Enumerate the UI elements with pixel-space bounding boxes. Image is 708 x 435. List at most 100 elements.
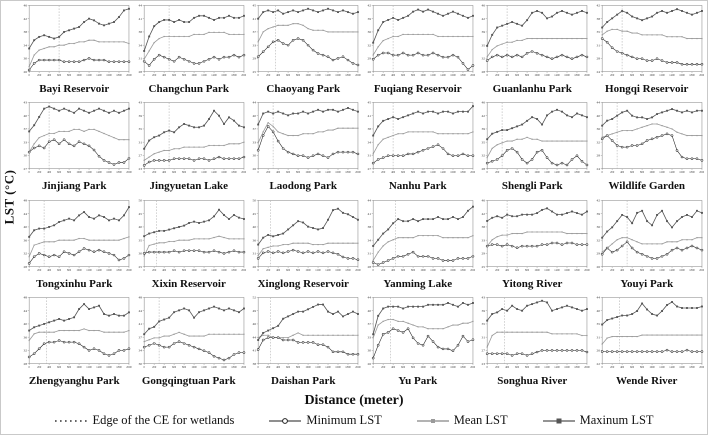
svg-text:600: 600 <box>286 171 291 174</box>
svg-text:29: 29 <box>367 57 371 61</box>
svg-text:800: 800 <box>640 269 645 272</box>
svg-text:1800: 1800 <box>689 269 695 272</box>
svg-text:1000: 1000 <box>420 74 426 77</box>
svg-text:40: 40 <box>138 225 142 229</box>
svg-text:1800: 1800 <box>345 269 351 272</box>
svg-text:800: 800 <box>411 366 416 369</box>
chart-plot: 23 27 31 35 39 43 0 200 400 600 800 1000 1200 1400 160… <box>138 101 246 174</box>
svg-text:800: 800 <box>640 366 645 369</box>
circle-marker-line-icon <box>268 416 302 426</box>
svg-text:800: 800 <box>411 171 416 174</box>
svg-text:800: 800 <box>411 269 416 272</box>
chart-plot: 25 29 33 38 42 46 0 200 400 600 800 1000 1200 1400 160… <box>481 198 589 271</box>
svg-text:38: 38 <box>367 225 371 229</box>
svg-text:1200: 1200 <box>201 366 207 369</box>
svg-text:1800: 1800 <box>689 366 695 369</box>
svg-text:1000: 1000 <box>76 366 82 369</box>
chart-title: Chaoyang Park <box>266 83 341 95</box>
svg-text:400: 400 <box>620 269 625 272</box>
svg-text:34: 34 <box>138 348 142 352</box>
svg-text:1400: 1400 <box>440 366 446 369</box>
svg-text:400: 400 <box>391 74 396 77</box>
svg-text:1200: 1200 <box>86 366 92 369</box>
y-axis-label: LST (°C) <box>1 169 16 224</box>
svg-text:1200: 1200 <box>544 171 550 174</box>
svg-text:28: 28 <box>23 362 27 366</box>
svg-text:600: 600 <box>57 74 62 77</box>
svg-text:46: 46 <box>481 198 485 202</box>
chart-plot: 26 29 32 36 39 42 0 200 400 600 800 1000 1200 1400 160… <box>367 4 475 77</box>
svg-text:40: 40 <box>596 309 600 313</box>
svg-text:36: 36 <box>23 238 27 242</box>
svg-text:28: 28 <box>596 57 600 61</box>
legend: Edge of the CE for wetlands Minimum LST … <box>1 409 707 434</box>
figure-main: LST (°C) 26 30 34 38 42 46 0 200 400 600 800 1000 12… <box>1 1 707 392</box>
svg-text:1000: 1000 <box>191 269 197 272</box>
svg-text:400: 400 <box>162 366 167 369</box>
chart-title: Xixin Reservoir <box>151 277 226 290</box>
svg-text:1600: 1600 <box>679 366 685 369</box>
svg-text:43: 43 <box>138 101 142 105</box>
svg-text:44: 44 <box>138 4 142 8</box>
svg-text:33: 33 <box>252 141 256 145</box>
svg-text:1400: 1400 <box>325 171 331 174</box>
svg-text:31: 31 <box>367 251 371 255</box>
svg-text:1200: 1200 <box>659 269 665 272</box>
chart-cell: 28 32 35 39 42 46 0 200 400 600 800 1000 1200 1400 160… <box>475 3 589 100</box>
chart-cell: 24 28 32 36 40 44 0 200 400 600 800 1000 1200 1400 160… <box>590 100 704 197</box>
square-marker-line-icon <box>542 416 576 426</box>
svg-text:1200: 1200 <box>315 74 321 77</box>
svg-text:1600: 1600 <box>106 366 112 369</box>
svg-text:0: 0 <box>257 269 259 272</box>
chart-cell: 24 28 31 35 38 42 0 200 400 600 800 1000 1200 1400 160… <box>590 3 704 100</box>
svg-text:39: 39 <box>596 211 600 215</box>
svg-text:42: 42 <box>367 4 371 8</box>
svg-text:600: 600 <box>57 171 62 174</box>
svg-text:1600: 1600 <box>221 74 227 77</box>
svg-text:600: 600 <box>286 366 291 369</box>
svg-text:1200: 1200 <box>659 171 665 174</box>
svg-text:45: 45 <box>252 211 256 215</box>
legend-item-mean: Mean LST <box>416 413 508 428</box>
svg-text:29: 29 <box>596 251 600 255</box>
chart-plot: 26 30 34 38 42 46 0 200 400 600 800 1000 1200 1400 160… <box>23 4 131 77</box>
svg-text:1400: 1400 <box>554 366 560 369</box>
svg-text:39: 39 <box>138 114 142 118</box>
chart-title: Nanhu Park <box>388 180 447 193</box>
svg-text:37: 37 <box>23 127 27 131</box>
svg-text:1400: 1400 <box>325 74 331 77</box>
svg-text:400: 400 <box>47 74 52 77</box>
svg-text:200: 200 <box>266 171 271 174</box>
chart-plot: 25 29 33 37 41 45 0 200 400 600 800 1000 1200 1400 160… <box>252 4 360 77</box>
svg-text:46: 46 <box>23 4 27 8</box>
svg-text:1600: 1600 <box>335 269 341 272</box>
svg-text:1400: 1400 <box>96 171 102 174</box>
svg-text:600: 600 <box>172 171 177 174</box>
svg-text:1400: 1400 <box>96 269 102 272</box>
svg-text:2000: 2000 <box>355 269 360 272</box>
svg-text:1800: 1800 <box>574 74 580 77</box>
svg-text:0: 0 <box>486 74 488 77</box>
svg-text:43: 43 <box>23 101 27 105</box>
svg-text:30: 30 <box>252 154 256 158</box>
chart-title: Youyi Park <box>620 277 674 290</box>
svg-text:33: 33 <box>367 335 371 339</box>
chart-cell: 38 41 44 46 49 52 0 200 400 600 800 1000 1200 1400 160… <box>246 295 360 392</box>
svg-text:1000: 1000 <box>191 74 197 77</box>
chart-cell: 27 30 33 37 40 43 0 200 400 600 800 1000 1200 1400 160… <box>17 100 131 197</box>
svg-text:1000: 1000 <box>420 171 426 174</box>
svg-text:26: 26 <box>596 264 600 268</box>
svg-text:39: 39 <box>481 30 485 34</box>
chart-plot: 28 32 36 40 44 48 0 200 400 600 800 1000 1200 1400 160… <box>23 198 131 272</box>
chart-title: Jinjiang Park <box>42 180 107 193</box>
svg-text:41: 41 <box>252 17 256 21</box>
svg-text:43: 43 <box>481 295 485 299</box>
svg-text:1600: 1600 <box>106 171 112 174</box>
svg-text:0: 0 <box>372 74 374 77</box>
svg-text:1400: 1400 <box>669 269 675 272</box>
svg-text:1000: 1000 <box>649 171 655 174</box>
chart-cell: 26 30 34 38 42 46 0 200 400 600 800 1000 1200 1400 160… <box>17 3 131 100</box>
svg-text:1800: 1800 <box>689 74 695 77</box>
svg-text:0: 0 <box>601 269 603 272</box>
svg-text:2000: 2000 <box>470 74 475 77</box>
